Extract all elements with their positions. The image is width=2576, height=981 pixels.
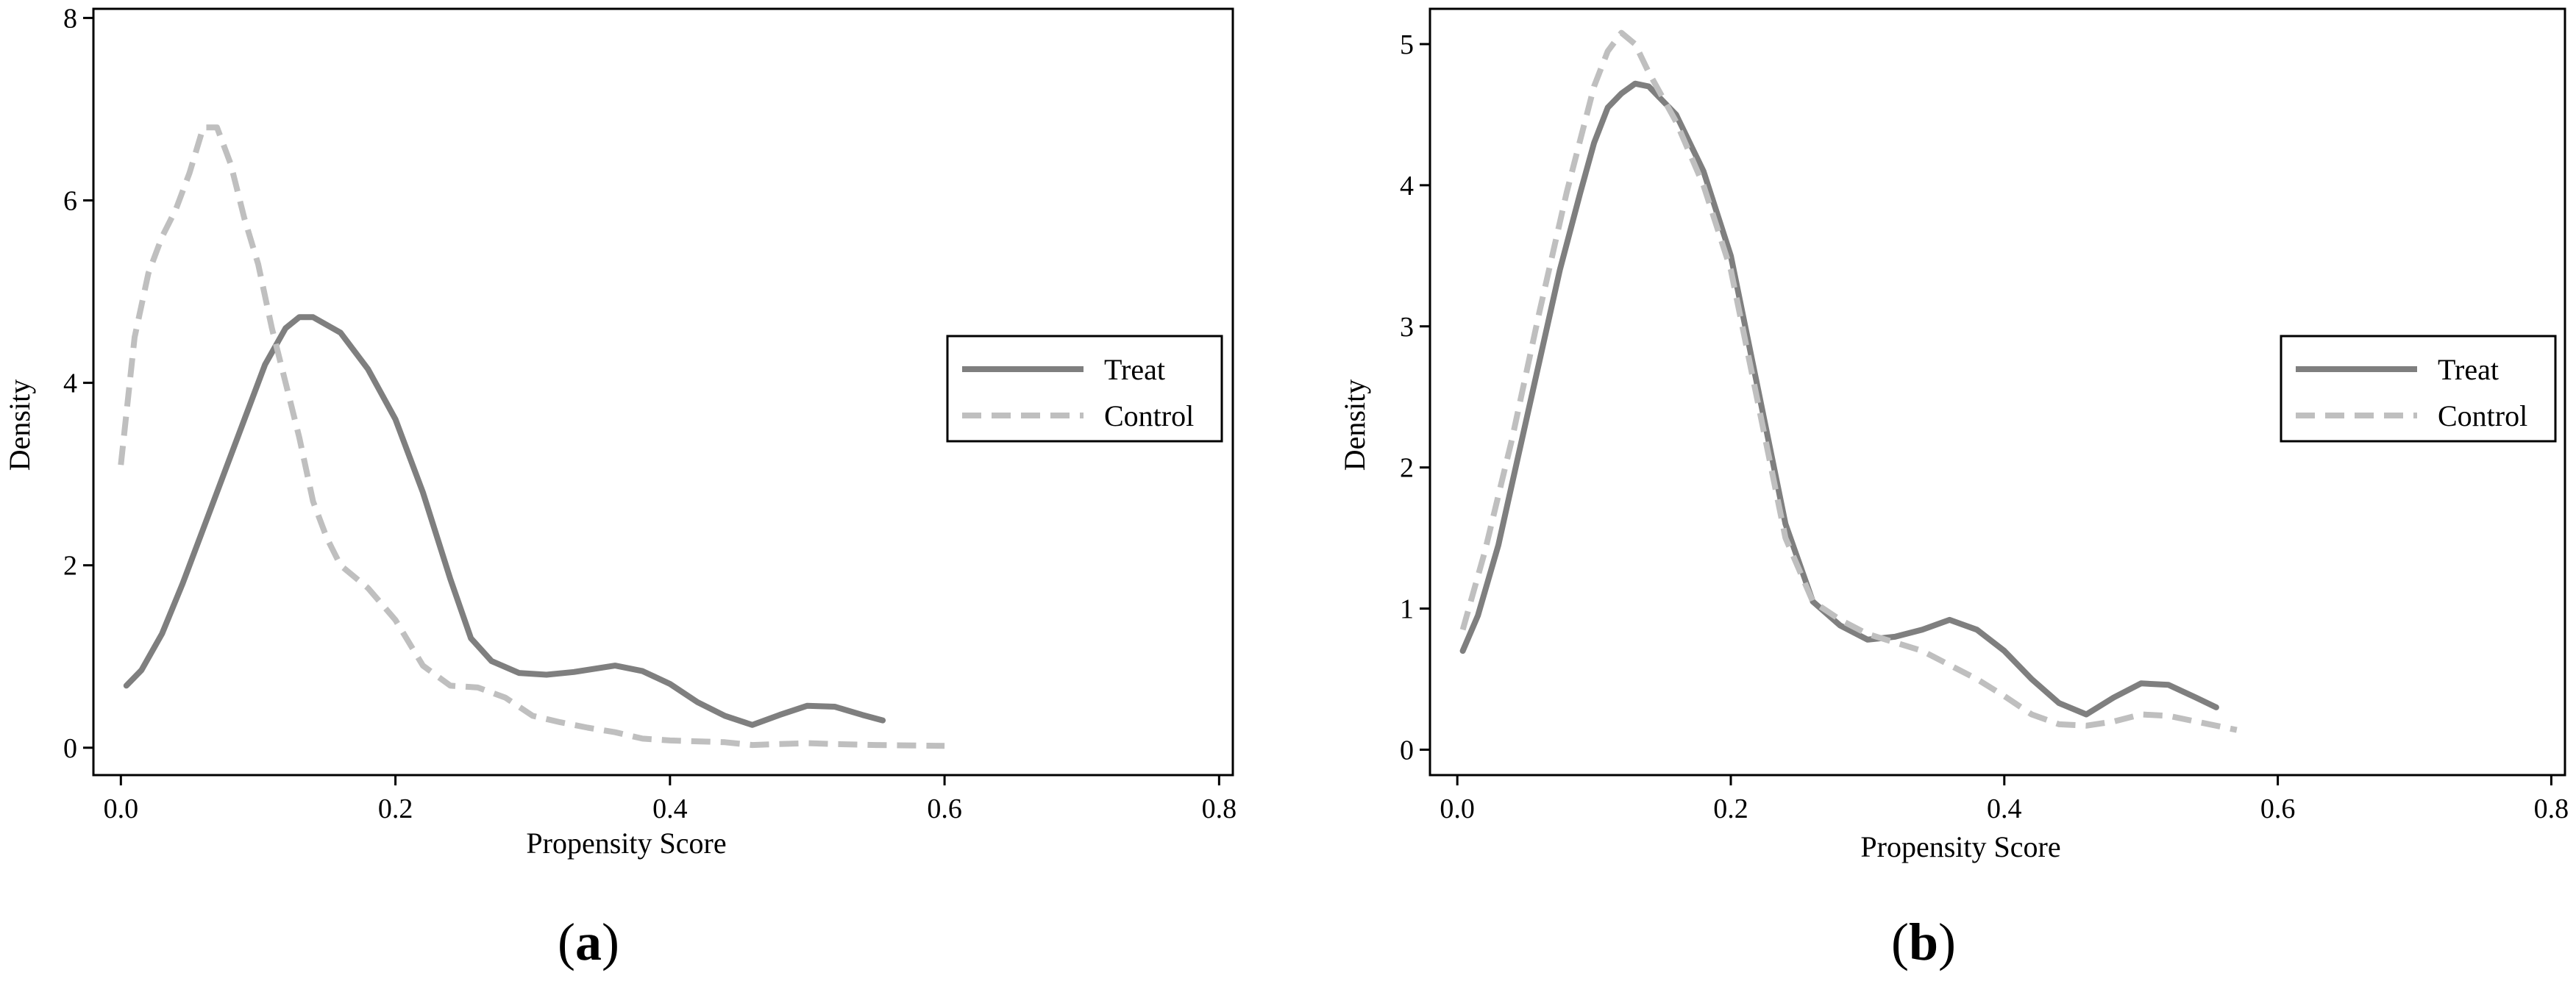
legend: Treat Control bbox=[2280, 335, 2557, 443]
panel-label: (a) bbox=[558, 913, 619, 971]
panel-b: 0 1 2 3 4 5 0.0 0.2 0.4 0.6 0.8 Propensity Score Den… bbox=[1338, 7, 2569, 971]
y-tick-label: 0 bbox=[1400, 735, 1414, 766]
y-tick-label: 8 bbox=[63, 3, 77, 34]
y-tick-label: 0 bbox=[63, 733, 77, 764]
legend: Treat Control bbox=[946, 335, 1223, 443]
y-tick-label: 4 bbox=[1400, 171, 1414, 201]
plot-frame bbox=[1428, 7, 2566, 777]
series-line-control bbox=[1459, 29, 2238, 733]
y-tick-label: 1 bbox=[1400, 594, 1414, 625]
y-axis-title: Density bbox=[1338, 379, 1371, 471]
legend-box bbox=[2280, 335, 2557, 443]
legend-label-treat: Treat bbox=[1104, 353, 1165, 386]
series-line-treat bbox=[123, 314, 886, 728]
series-line-treat bbox=[1459, 80, 2219, 718]
x-tick-label: 0.6 bbox=[927, 793, 962, 824]
legend-label-treat: Treat bbox=[2438, 353, 2499, 386]
x-tick-label: 0.8 bbox=[2534, 793, 2569, 824]
panel-label: (b) bbox=[1891, 913, 1956, 971]
x-tick-label: 0.2 bbox=[378, 793, 413, 824]
x-tick-label: 0.0 bbox=[104, 793, 139, 824]
x-axis-title: Propensity Score bbox=[1860, 830, 2060, 863]
y-tick-label: 6 bbox=[63, 186, 77, 217]
legend-label-control: Control bbox=[1104, 399, 1194, 432]
y-tick-label: 2 bbox=[63, 551, 77, 582]
y-tick-label: 5 bbox=[1400, 29, 1414, 60]
y-tick-label: 2 bbox=[1400, 453, 1414, 484]
x-tick-label: 0.2 bbox=[1713, 793, 1748, 824]
y-axis-title: Density bbox=[3, 379, 36, 471]
x-tick-label: 0.8 bbox=[1202, 793, 1237, 824]
x-tick-label: 0.6 bbox=[2260, 793, 2296, 824]
panel-a: 0 2 4 6 8 0.0 0.2 0.4 0.6 0.8 Propensity Score Dens… bbox=[3, 3, 1237, 971]
legend-label-control: Control bbox=[2438, 399, 2527, 432]
x-axis-title: Propensity Score bbox=[526, 827, 726, 860]
legend-box bbox=[946, 335, 1223, 443]
x-tick-label: 0.4 bbox=[1987, 793, 2022, 824]
x-tick-label: 0.0 bbox=[1440, 793, 1475, 824]
x-tick-label: 0.4 bbox=[652, 793, 688, 824]
plot-frame bbox=[92, 7, 1234, 777]
series-line-control bbox=[118, 124, 945, 749]
y-tick-label: 4 bbox=[63, 368, 77, 399]
y-tick-label: 3 bbox=[1400, 312, 1414, 343]
